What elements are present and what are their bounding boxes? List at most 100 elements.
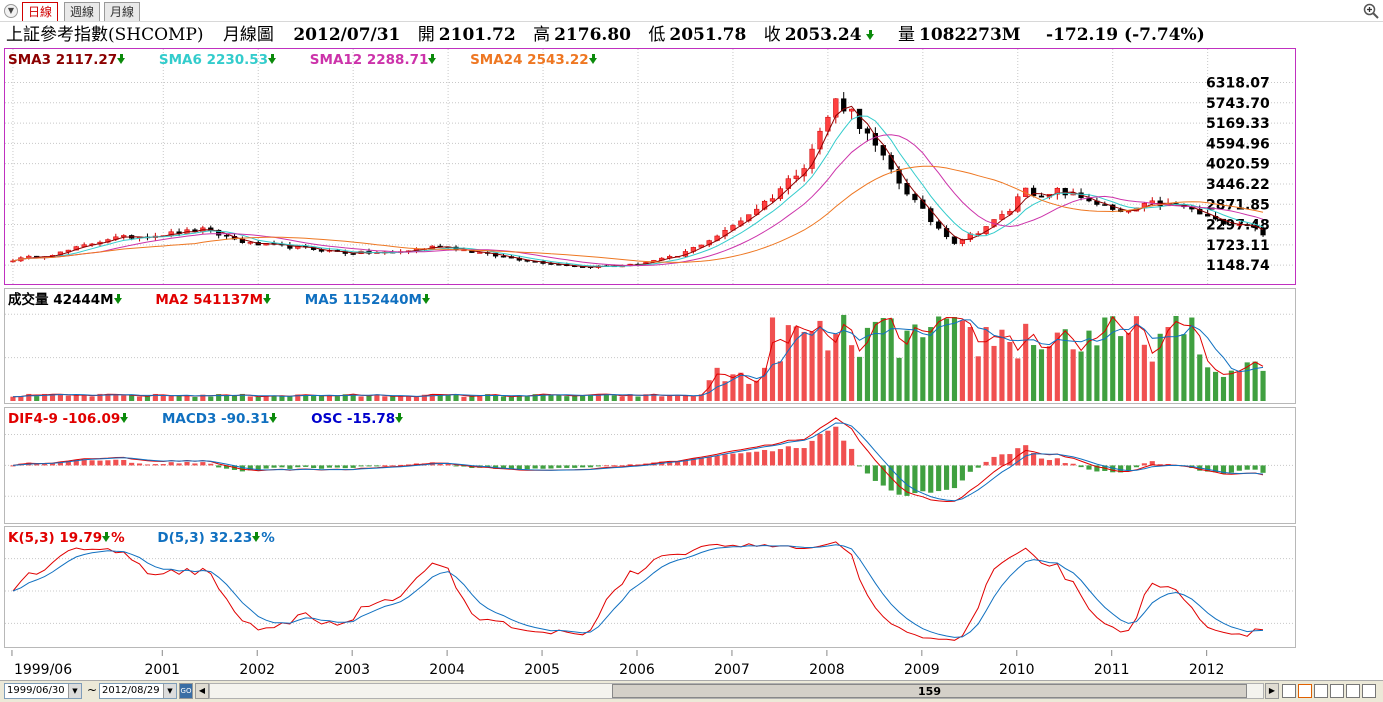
volume-bar <box>730 374 736 401</box>
osc-bar <box>825 430 831 466</box>
macd-chart[interactable]: 5000-500 <box>5 408 1295 523</box>
volume-bar <box>896 357 902 401</box>
osc-bar <box>1062 463 1068 466</box>
osc-bar <box>255 465 261 471</box>
osc-bar <box>762 449 768 466</box>
legend-macd: MACD3 -90.31 <box>162 411 278 427</box>
osc-bar <box>856 465 863 467</box>
osc-bar <box>785 446 791 466</box>
chevron-down-icon[interactable]: ▼ <box>163 684 176 698</box>
volume-bar <box>18 396 24 401</box>
osc-bar <box>999 454 1005 466</box>
volume-chart[interactable]: 40000002000000 <box>5 289 1295 403</box>
low-value: 2051.78 <box>669 25 747 45</box>
timeline-scrollbar[interactable]: 159 <box>209 683 1264 699</box>
candle-body <box>848 108 855 112</box>
candle-body <box>864 128 871 134</box>
osc-bar <box>595 465 602 467</box>
candle-mode-icon[interactable] <box>1298 684 1312 698</box>
volume-bar <box>1094 345 1100 401</box>
candle-body <box>833 98 839 118</box>
osc-bar <box>690 458 696 466</box>
go-button[interactable]: GO <box>179 683 193 699</box>
volume-bar <box>872 321 878 401</box>
price-legend: SMA3 2117.27 SMA6 2230.53 SMA12 2288.71 … <box>8 51 626 69</box>
volume-bar <box>849 345 855 401</box>
candle-body <box>928 208 934 223</box>
candle-body <box>1062 187 1068 196</box>
volume-bar <box>358 396 364 401</box>
volume-bar <box>698 394 704 401</box>
tab-weekly[interactable]: 週線 <box>64 2 101 21</box>
osc-bar <box>904 465 910 496</box>
volume-bar <box>785 325 791 401</box>
osc-bar <box>279 465 285 468</box>
volume-bar <box>105 394 111 401</box>
kd-panel[interactable]: 805020 K(5,3) 19.79% D(5,3) 32.23% <box>4 526 1296 648</box>
scroll-right-button[interactable]: ▶ <box>1265 683 1279 699</box>
legend-sma6: SMA6 2230.53 <box>159 52 277 68</box>
candle-body <box>350 253 356 255</box>
osc-bar <box>390 465 396 467</box>
volume-bar <box>469 395 475 401</box>
osc-bar <box>1038 458 1045 466</box>
osc-bar <box>10 465 16 467</box>
volume-panel[interactable]: 40000002000000 成交量 42444M MA2 541137M MA… <box>4 288 1296 404</box>
d-line <box>12 544 1264 638</box>
volume-bar <box>326 395 333 401</box>
high-value: 2176.80 <box>554 25 631 45</box>
scroll-left-button[interactable]: ◀ <box>195 683 209 699</box>
volume-bar <box>1125 332 1132 401</box>
macd-panel[interactable]: 5000-500 DIF4-9 -106.09 MACD3 -90.31 OSC… <box>4 407 1296 524</box>
volume-bar <box>706 380 712 401</box>
scroll-thumb[interactable]: 159 <box>612 684 1247 698</box>
candle-body <box>793 175 799 179</box>
settings-icon[interactable] <box>1362 684 1376 698</box>
osc-bar <box>216 465 222 468</box>
volume-bar <box>1070 349 1076 401</box>
candle-body <box>1015 196 1021 212</box>
price-chart[interactable]: 6318.07 5743.70 5169.33 4594.96 4020.59 3446.… <box>5 49 1295 284</box>
osc-bar <box>587 465 594 468</box>
volume-bar <box>144 396 151 401</box>
chart-type-icon[interactable] <box>1282 684 1296 698</box>
volume-bar <box>366 394 372 401</box>
sma24-line <box>12 165 1264 263</box>
zoom-out-icon[interactable] <box>1346 684 1360 698</box>
zoom-in-icon[interactable] <box>1363 3 1379 19</box>
volume-bar <box>548 395 554 401</box>
osc-bar <box>1046 460 1052 466</box>
tab-daily[interactable]: 日線 <box>22 2 59 21</box>
osc-bar <box>34 463 40 466</box>
chevron-down-icon[interactable]: ▼ <box>68 684 81 698</box>
kd-chart[interactable]: 805020 <box>5 527 1295 647</box>
candle-body <box>912 193 918 201</box>
volume-bar <box>888 318 894 401</box>
expand-icon[interactable] <box>1330 684 1344 698</box>
osc-bar <box>81 459 87 466</box>
osc-bar <box>572 465 578 468</box>
legend-k: K(5,3) 19.79% <box>8 530 125 546</box>
volume-bar <box>247 396 253 401</box>
osc-bar <box>97 460 103 466</box>
y-tick-label: 1723.11 <box>1206 238 1270 254</box>
end-date-picker[interactable]: 2012/08/29 ▼ <box>99 683 177 699</box>
price-panel[interactable]: 6318.07 5743.70 5169.33 4594.96 4020.59 3446.… <box>4 48 1296 285</box>
sma12-line <box>12 134 1264 267</box>
down-arrow-icon <box>269 413 278 424</box>
volume-bar <box>437 394 443 401</box>
osc-bar <box>1205 465 1211 472</box>
candle-body <box>888 155 894 170</box>
compress-icon[interactable] <box>1314 684 1328 698</box>
osc-bar <box>65 461 71 466</box>
tab-menu-button[interactable]: ▼ <box>4 4 18 18</box>
start-date-picker[interactable]: 1999/06/30 ▼ <box>4 683 82 699</box>
x-tick-label: 2005 <box>524 662 560 678</box>
osc-bar <box>192 463 198 466</box>
tab-monthly[interactable]: 月線 <box>104 2 141 21</box>
volume-bar <box>943 318 950 401</box>
volume-bar <box>587 394 594 401</box>
volume-bar <box>421 394 427 401</box>
volume-bar <box>453 394 459 401</box>
osc-bar <box>880 465 886 486</box>
